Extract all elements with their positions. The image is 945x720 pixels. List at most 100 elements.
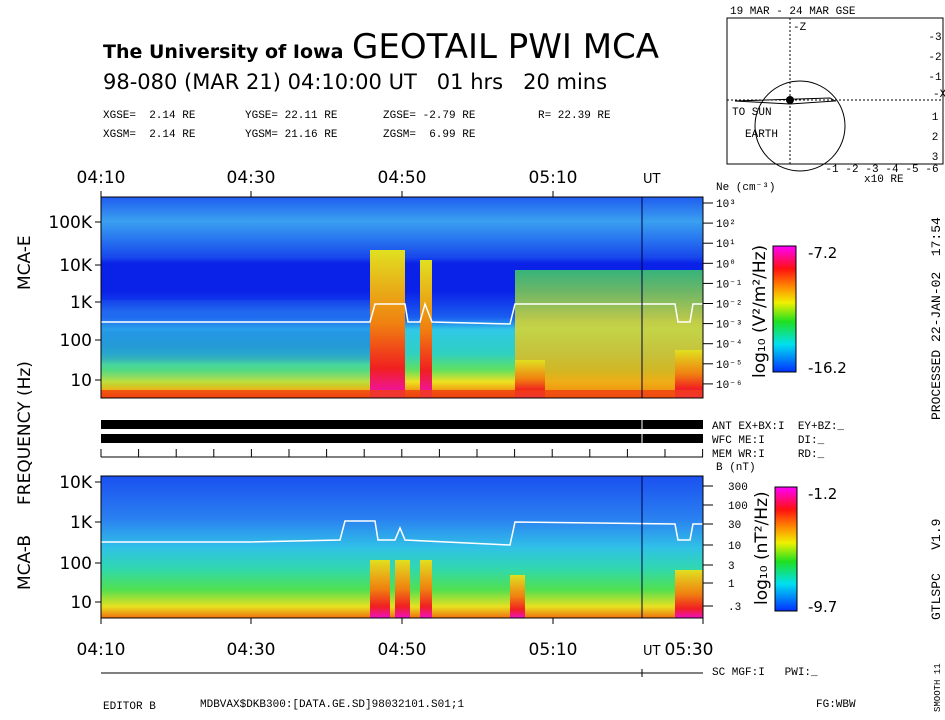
ut: UT [643,644,661,659]
version: GTLSPC V1.9 [929,519,944,620]
coord: XGSM= 2.14 RE [103,129,196,141]
coord: YGSE= 22.11 RE [245,110,338,122]
fg: FG:WBW [816,699,856,711]
cb-min: -16.2 [808,359,847,377]
status: ANT EX+BX:I EY+BZ:_ [712,421,844,433]
density-tick-label: 10⁰ [716,259,736,271]
field-tick-label: .3 [728,602,741,614]
coord: YGSM= 21.16 RE [245,129,338,141]
mca-e-freq-axis: 100K 10K 1K 100 10 [48,213,101,391]
subtitle: 98-080 (MAR 21) 04:10:00 UT 01 hrs 20 mi… [103,70,607,94]
density-tick-label: 10² [716,219,736,231]
density-tick-label: 10⁻⁵ [716,360,742,372]
time-tick-label: 05:10 [529,640,578,660]
orbit-z-tick: -3 [928,32,941,44]
field-tick-label: 300 [728,482,748,494]
time-tick-label: 05:10 [529,168,578,188]
mca-e-spectrogram [100,196,704,399]
density-tick-label: 10⁻⁶ [716,380,742,392]
z-axis: -Z [793,22,807,34]
coord: ZGSE= -2.79 RE [383,110,476,122]
density-tick-label: 10¹ [716,239,736,251]
cb-max: -7.2 [808,244,837,262]
time-tick-label: 04:10 [77,640,126,660]
freq-tick-label: 100 [60,554,92,574]
field-tick-label: 10 [728,541,741,553]
field-axis: B (nT) 300 100 30 10 3 1 .3 [703,462,756,614]
mca-b-spectrogram [100,475,704,619]
earth-label: EARTH [745,129,778,141]
editor: EDITOR B [103,701,156,713]
orbit-title: 19 MAR - 24 MAR GSE [730,6,856,18]
time-tick-label: 04:50 [378,640,427,660]
freq-tick-label: 10K [59,473,93,493]
field-label: B (nT) [716,462,756,474]
ut: UT [643,172,661,187]
time-tick-label: 04:10 [77,168,126,188]
coord: R= 22.39 RE [538,110,611,122]
institution: The University of Iowa [103,41,343,63]
time-tick-label: 04:50 [378,168,427,188]
cb-label: log₁₀ (V²/m²/Hz) [750,245,770,378]
density-label: Ne (cm⁻³) [716,182,775,194]
time-tick-label: 04:30 [227,168,276,188]
mca-b-label: MCA-B [15,535,35,590]
freq-tick-label: 10K [59,256,93,276]
file: MDBVAX$DKB300:[DATA.GE.SD]98032101.S01;1 [200,699,464,711]
coord: XGSE= 2.14 RE [103,110,196,122]
field-tick-label: 1 [728,579,735,591]
freq-tick-label: 100 [60,331,92,351]
density-tick-label: 10⁻⁴ [716,340,742,352]
coord: ZGSM= 6.99 RE [383,129,476,141]
orbit-z-tick: -1 [928,72,942,84]
freq-tick-label: 1K [70,513,93,533]
x-axis: -X [933,89,945,101]
orbit-x-tick: -6 [925,164,938,176]
sc-status: SC MGF:I PWI:_ [712,667,818,679]
orbit-x-tick: -5 [905,164,918,176]
orbit-z-tick: 1 [932,112,939,124]
orbit-z-tick: -2 [928,52,941,64]
mca-e-colorbar: -7.2 -16.2 log₁₀ (V²/m²/Hz) [750,244,847,378]
freq-tick-label: 10 [70,593,92,613]
density-tick-label: 10⁻³ [716,320,742,332]
top-axis: 04:10 04:30 04:50 05:10 UT [77,168,703,198]
freq-tick-label: 100K [48,213,92,233]
orbit-x-tick: -2 [845,164,858,176]
orbit-x-tick: -3 [865,164,878,176]
bottom-axis: 04:10 04:30 04:50 05:10 05:30 UT [77,618,714,660]
time-tick-label: 05:30 [665,640,714,660]
orbit-x-tick: -1 [825,164,839,176]
density-tick-label: 10³ [716,199,736,211]
freq-tick-label: 1K [70,293,93,313]
status-text: ANT EX+BX:I EY+BZ:_ WFC ME:I DI:_ MEM WR… [712,421,844,461]
density-tick-label: 10⁻² [716,300,742,312]
orbit-z-tick: 2 [932,132,939,144]
density-axis: Ne (cm⁻³) 10³ 10² 10¹ 10⁰ 10⁻¹ 10⁻² 10⁻³ 10⁻⁴ 10… [703,182,775,392]
title: GEOTAIL PWI MCA [352,27,659,67]
status-bars [100,420,704,458]
cb-max: -1.2 [808,485,837,503]
mca-b-colorbar: -1.2 -9.7 log₁₀ (nT²/Hz) [752,485,837,616]
cb-label: log₁₀ (nT²/Hz) [752,491,772,605]
cb-min: -9.7 [808,598,837,616]
smooth: SMOOTH 11 [933,663,943,712]
orbit-x-tick: -4 [885,164,899,176]
mca-b-freq-axis: 10K 1K 100 10 [59,473,101,613]
density-tick-label: 10⁻¹ [716,279,742,291]
mca-e-label: MCA-E [15,235,35,290]
processed: PROCESSED 22-JAN-02 17:54 [929,217,944,420]
status: WFC ME:I DI:_ [712,435,825,447]
unit: x10 RE [864,174,904,186]
status: MEM WR:I RD:_ [712,449,825,461]
field-tick-label: 30 [728,520,741,532]
orbit-inset: 19 MAR - 24 MAR GSE TO SUN EARTH -X -Z x… [726,6,945,186]
field-tick-label: 3 [728,561,735,573]
sun-label: TO SUN [732,107,772,119]
time-tick-label: 04:30 [227,640,276,660]
orbit-z-tick: 3 [932,152,939,164]
field-tick-label: 100 [728,501,748,513]
frequency-label: FREQUENCY (Hz) [15,361,35,505]
freq-tick-label: 10 [70,371,92,391]
